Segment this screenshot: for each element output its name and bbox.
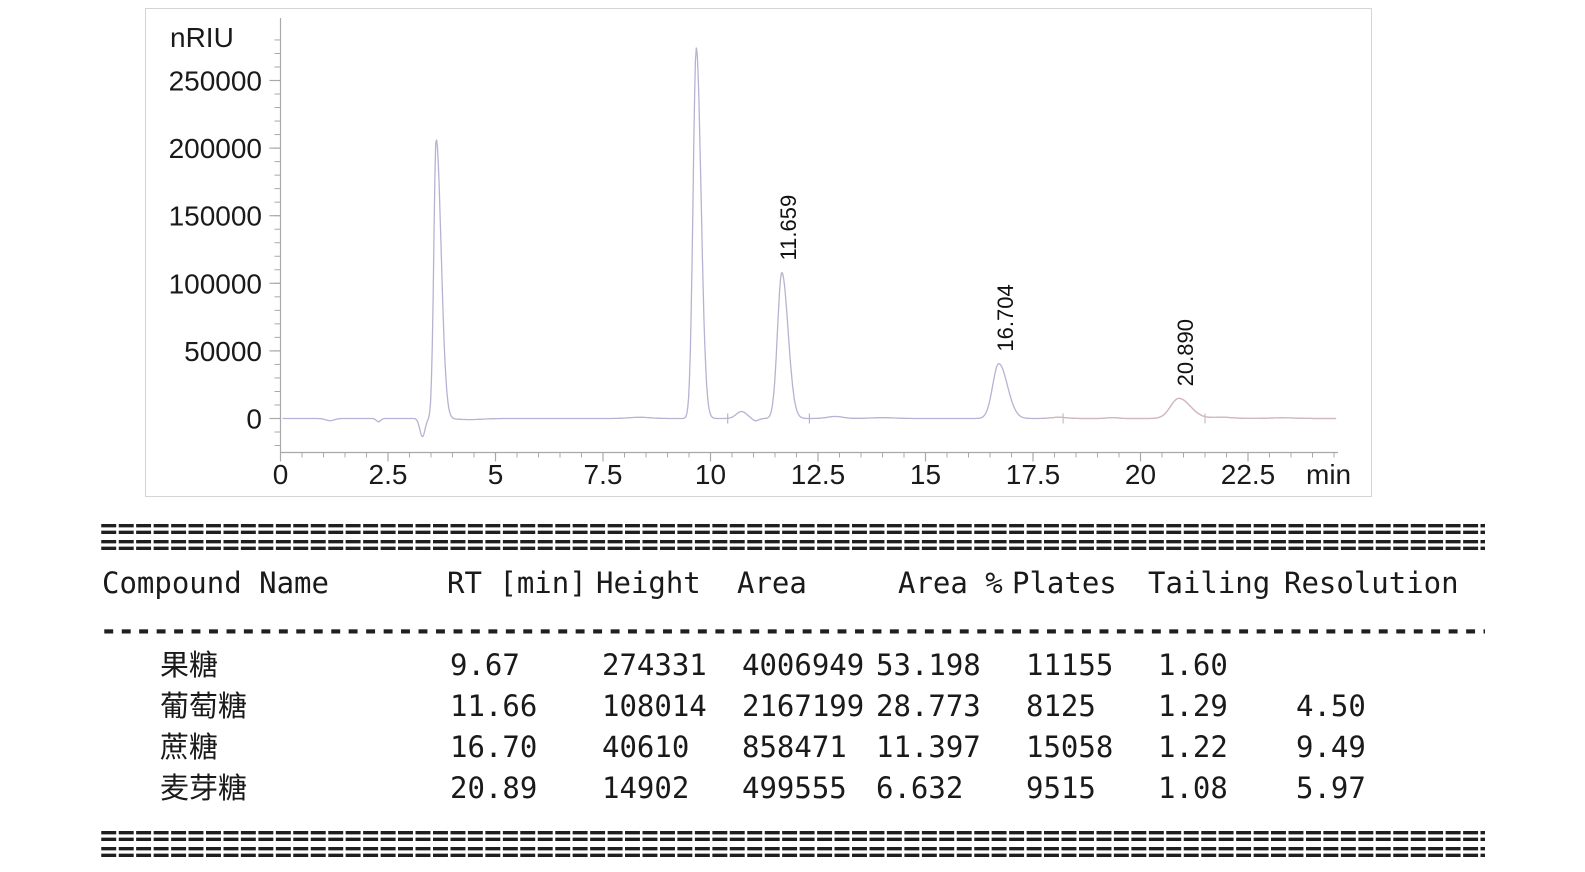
plates-cell: 8125 xyxy=(1026,689,1096,723)
rt-cell: 9.67 xyxy=(450,648,520,682)
height-cell: 274331 xyxy=(602,648,707,682)
area-pct-cell: 6.632 xyxy=(876,771,964,805)
header-tailing: Tailing xyxy=(1148,566,1271,600)
area-pct-cell: 53.198 xyxy=(876,648,981,682)
signal-trace-late-segment xyxy=(1046,397,1337,420)
header-area: Area xyxy=(737,566,807,600)
peak-label: 20.890 xyxy=(1173,319,1198,386)
header-height: Height xyxy=(596,566,701,600)
table-rule-bottom-1: ========================================… xyxy=(100,818,1485,852)
x-tick-label: 5 xyxy=(488,459,504,490)
resolution-cell: 9.49 xyxy=(1296,730,1366,764)
tailing-cell: 1.29 xyxy=(1158,689,1228,723)
tailing-cell: 1.08 xyxy=(1158,771,1228,805)
compound-name-cell: 果糖 xyxy=(160,648,219,682)
tailing-cell: 1.60 xyxy=(1158,648,1228,682)
chart-panel-border xyxy=(145,8,1372,497)
area-cell: 4006949 xyxy=(742,648,865,682)
table-row: 葡萄糖 11.66 108014 2167199 28.773 8125 1.2… xyxy=(100,689,1485,723)
x-tick-label: 22.5 xyxy=(1221,459,1276,490)
table-row: 蔗糖 16.70 40610 858471 11.397 15058 1.22 … xyxy=(100,730,1485,764)
y-tick-label: 0 xyxy=(246,404,262,435)
header-resolution: Resolution xyxy=(1284,566,1459,600)
area-pct-cell: 11.397 xyxy=(876,730,981,764)
compound-name-cell: 葡萄糖 xyxy=(160,689,248,723)
header-area-pct: Area % xyxy=(898,566,1003,600)
x-tick-label: 10 xyxy=(695,459,726,490)
plates-cell: 9515 xyxy=(1026,771,1096,805)
rt-cell: 20.89 xyxy=(450,771,538,805)
table-rule-top-1: ========================================… xyxy=(100,511,1485,545)
height-cell: 108014 xyxy=(602,689,707,723)
x-tick-label: 0 xyxy=(273,459,289,490)
area-cell: 858471 xyxy=(742,730,847,764)
x-axis-title: min xyxy=(1306,459,1351,490)
table-rule-top-2: ========================================… xyxy=(100,527,1485,561)
table-rule-header-sep: ----------------------------------------… xyxy=(100,613,1485,647)
area-cell: 499555 xyxy=(742,771,847,805)
x-tick-label: 15 xyxy=(910,459,941,490)
x-tick-label: 2.5 xyxy=(369,459,408,490)
x-tick-label: 17.5 xyxy=(1006,459,1061,490)
area-cell: 2167199 xyxy=(742,689,865,723)
rt-cell: 11.66 xyxy=(450,689,538,723)
chromatogram-chart: 0 50000 100000 150000 200000 250000 0 2.5 5 7.5 10… xyxy=(145,8,1372,497)
x-tick-label: 7.5 xyxy=(584,459,623,490)
header-rt: RT [min] xyxy=(447,566,587,600)
x-tick-label: 20 xyxy=(1125,459,1156,490)
height-cell: 40610 xyxy=(602,730,690,764)
y-tick-label: 200000 xyxy=(169,133,262,164)
x-tick-label: 12.5 xyxy=(791,459,846,490)
resolution-cell: 4.50 xyxy=(1296,689,1366,723)
rt-cell: 16.70 xyxy=(450,730,538,764)
resolution-cell: 5.97 xyxy=(1296,771,1366,805)
table-row: 麦芽糖 20.89 14902 499555 6.632 9515 1.08 5… xyxy=(100,771,1485,805)
compound-name-cell: 麦芽糖 xyxy=(160,771,248,805)
table-header-row: Compound Name RT [min] Height Area Area … xyxy=(100,566,1485,600)
tailing-cell: 1.22 xyxy=(1158,730,1228,764)
results-table: ========================================… xyxy=(100,0,1485,872)
peak-label: 11.659 xyxy=(776,195,801,261)
y-tick-label: 50000 xyxy=(184,336,262,367)
header-compound-name: Compound Name xyxy=(102,566,329,600)
y-tick-label: 100000 xyxy=(169,268,262,299)
table-row: 果糖 9.67 274331 4006949 53.198 11155 1.60 xyxy=(100,648,1485,682)
plates-cell: 11155 xyxy=(1026,648,1114,682)
peak-label: 16.704 xyxy=(993,284,1018,351)
y-axis-title: nRIU xyxy=(170,22,234,53)
y-tick-label: 250000 xyxy=(169,66,262,97)
header-plates: Plates xyxy=(1012,566,1117,600)
area-pct-cell: 28.773 xyxy=(876,689,981,723)
table-rule-bottom-2: ========================================… xyxy=(100,834,1485,868)
plates-cell: 15058 xyxy=(1026,730,1114,764)
y-tick-label: 150000 xyxy=(169,201,262,232)
height-cell: 14902 xyxy=(602,771,690,805)
compound-name-cell: 蔗糖 xyxy=(160,730,219,764)
